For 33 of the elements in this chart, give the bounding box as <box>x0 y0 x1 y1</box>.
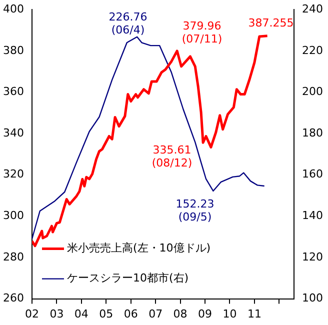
y-tick-label: 280 <box>2 250 24 264</box>
y-tick-label: 300 <box>2 209 24 222</box>
y-tick-label: 360 <box>2 85 24 98</box>
y2-tick-label: 120 <box>302 250 324 264</box>
x-tick-label: 08 <box>173 307 188 320</box>
annotation: 387.255 <box>248 16 294 30</box>
x-tick-label: 02 <box>24 307 39 320</box>
y2-tick-label: 140 <box>302 209 324 222</box>
y2-tick-label: 240 <box>302 2 324 16</box>
y2-tick-label: 220 <box>302 44 324 57</box>
x-tick-label: 07 <box>148 307 163 320</box>
y-tick-label: 320 <box>2 168 24 181</box>
annotation: 226.76 (06/4) <box>108 10 148 36</box>
y2-tick-label: 200 <box>302 85 324 98</box>
y2-tick-label: 180 <box>302 126 324 140</box>
y2-tick-label: 160 <box>302 168 324 181</box>
x-tick-label: 11 <box>247 307 262 320</box>
y-tick-label: 340 <box>2 126 24 140</box>
x-tick-label: 04 <box>74 307 88 320</box>
legend-label: 米小売売上高(左・10億ドル) <box>66 242 211 255</box>
y2-tick-label: 100 <box>302 292 324 305</box>
x-tick-label: 06 <box>124 307 138 320</box>
y-tick-label: 380 <box>2 44 24 57</box>
annotation: 152.23 (09/5) <box>176 197 214 224</box>
x-tick-label: 03 <box>50 307 64 320</box>
y-tick-label: 400 <box>2 2 24 16</box>
x-tick-label: 09 <box>198 307 212 320</box>
y-tick-label: 260 <box>2 292 24 305</box>
annotation: 379.96 (07/11) <box>182 19 222 46</box>
legend-label: ケースシラー10都市(右) <box>66 272 189 285</box>
x-tick-label: 10 <box>222 307 237 320</box>
x-tick-label: 05 <box>99 307 114 320</box>
annotation: 335.61 (08/12) <box>152 143 192 170</box>
